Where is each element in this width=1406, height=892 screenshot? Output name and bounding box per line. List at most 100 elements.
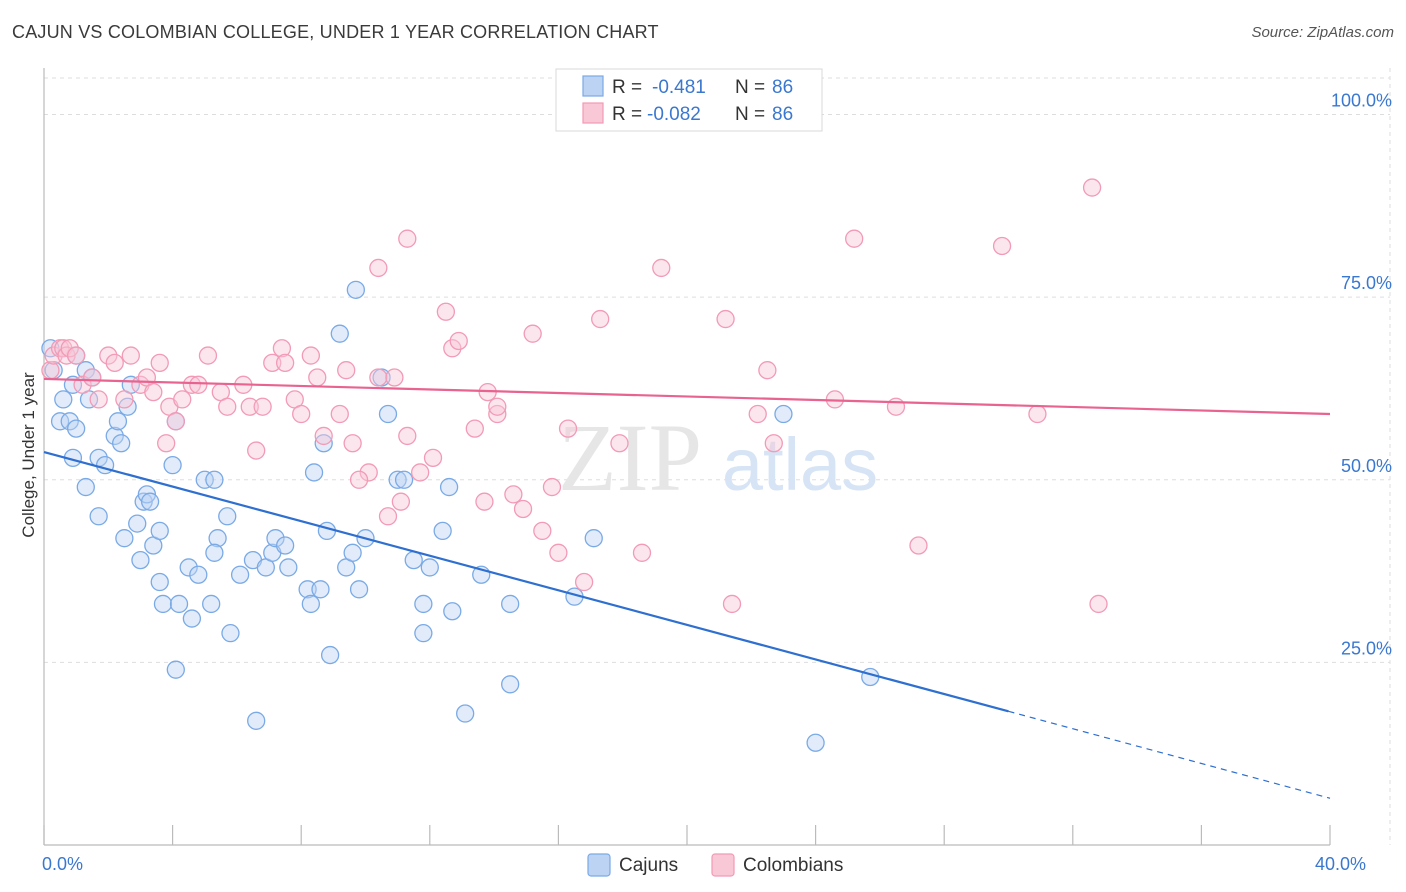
colombian-point	[449, 331, 468, 351]
colombian-point	[240, 397, 259, 416]
cajun-point	[343, 543, 362, 562]
cajun-point	[76, 477, 95, 497]
cajun-trendline	[43, 450, 1009, 713]
cajun-point	[208, 529, 227, 548]
colombian-point	[301, 346, 320, 365]
cajun-point	[456, 704, 475, 723]
cajun-point	[301, 594, 320, 614]
tick-label-layer: 25.0% 50.0% 75.0% 100.0% 0.0% 40.0%	[42, 91, 1392, 874]
cajun-point	[112, 434, 131, 453]
cajun-point	[275, 536, 295, 555]
cajun-point	[169, 594, 189, 614]
colombian-point	[411, 463, 430, 482]
cajun-point	[394, 470, 414, 489]
cajun-point	[346, 280, 366, 299]
colombian-point	[722, 594, 742, 614]
colombian-point	[632, 543, 652, 562]
cajun-point	[388, 470, 407, 489]
colombian-point	[475, 492, 494, 511]
cajun-point	[115, 529, 134, 548]
colombian-point	[115, 390, 134, 409]
cajun-point	[189, 565, 208, 584]
colombian-point	[1082, 178, 1102, 197]
cajun-point	[501, 675, 520, 694]
cajun-point	[163, 456, 182, 475]
cajun-point	[266, 529, 285, 548]
colombian-point	[436, 302, 456, 321]
colombian-point	[314, 426, 333, 446]
colombian-point	[423, 448, 443, 467]
cajun-point	[584, 529, 603, 548]
colombian-point	[198, 346, 218, 365]
y-tick-label: 75.0%	[1341, 273, 1392, 293]
cajun-point	[414, 594, 433, 614]
colombian-point	[337, 361, 356, 380]
colombian-point	[99, 346, 118, 365]
cajun-point	[806, 733, 825, 752]
legend-swatch-cajuns	[587, 853, 611, 877]
colombian-point	[369, 368, 388, 387]
colombian-point	[513, 499, 533, 519]
colombian-point	[886, 397, 906, 416]
colombian-point	[378, 507, 398, 526]
cajun-point	[205, 470, 224, 489]
colombian-point	[173, 390, 192, 409]
colombian-point	[359, 463, 378, 482]
cajun-point	[378, 404, 398, 424]
colombian-point	[748, 404, 767, 424]
watermark-zip: ZIP	[558, 404, 702, 511]
colombian-point	[272, 339, 292, 358]
colombian-point	[182, 375, 202, 394]
colombian-point	[343, 434, 362, 453]
colombian-point	[764, 434, 783, 453]
colombian-point	[308, 368, 327, 387]
cajun-point	[439, 477, 459, 497]
stats-swatch-cajun	[582, 75, 604, 97]
colombian-point	[488, 404, 507, 424]
colombian-point	[385, 368, 404, 387]
legend-label-colombians: Colombians	[743, 855, 843, 876]
stats-n-label-cajun: N =	[735, 77, 765, 98]
cajun-point	[414, 624, 433, 643]
cajun-point	[230, 565, 250, 584]
cajun-point	[67, 419, 86, 438]
cajun-point	[501, 594, 520, 614]
colombian-point	[349, 470, 369, 489]
watermark-atlas: atlas	[722, 423, 878, 506]
cajun-point	[166, 660, 185, 679]
colombian-point	[247, 441, 266, 460]
stats-r-label-colombian: R =	[612, 104, 642, 125]
cajun-point	[349, 580, 369, 599]
legend-label-cajuns: Cajuns	[619, 855, 678, 876]
cajun-point	[298, 580, 317, 599]
colombian-point	[275, 353, 295, 373]
colombian-point	[330, 404, 349, 424]
cajun-point	[205, 543, 224, 562]
colombian-point	[369, 258, 388, 278]
colombian-point	[1028, 404, 1047, 424]
colombian-point	[716, 309, 735, 329]
colombian-point	[391, 492, 411, 511]
trend-layer	[43, 377, 1331, 799]
cajun-point	[182, 609, 202, 628]
colombian-point	[398, 426, 417, 446]
colombian-point	[591, 309, 610, 329]
colombian-point	[845, 229, 864, 248]
colombian-point	[549, 543, 568, 562]
colombian-point	[121, 346, 140, 365]
colombian-point	[157, 434, 176, 453]
cajun-point	[861, 667, 880, 687]
cajun-point	[221, 624, 240, 643]
colombian-point	[610, 434, 629, 453]
y-tick-label: 50.0%	[1341, 456, 1392, 476]
cajun-point	[314, 434, 333, 453]
cajun-point	[304, 463, 324, 482]
bottom-legend: Cajuns Colombians	[587, 853, 843, 877]
cajun-point	[247, 711, 266, 730]
watermark: ZIP atlas	[558, 404, 878, 511]
cajun-point	[320, 645, 340, 665]
cajun-point	[140, 492, 160, 511]
colombian-point	[67, 346, 86, 365]
y-axis-label: College, Under 1 year	[19, 372, 38, 538]
colombian-point	[89, 390, 108, 409]
